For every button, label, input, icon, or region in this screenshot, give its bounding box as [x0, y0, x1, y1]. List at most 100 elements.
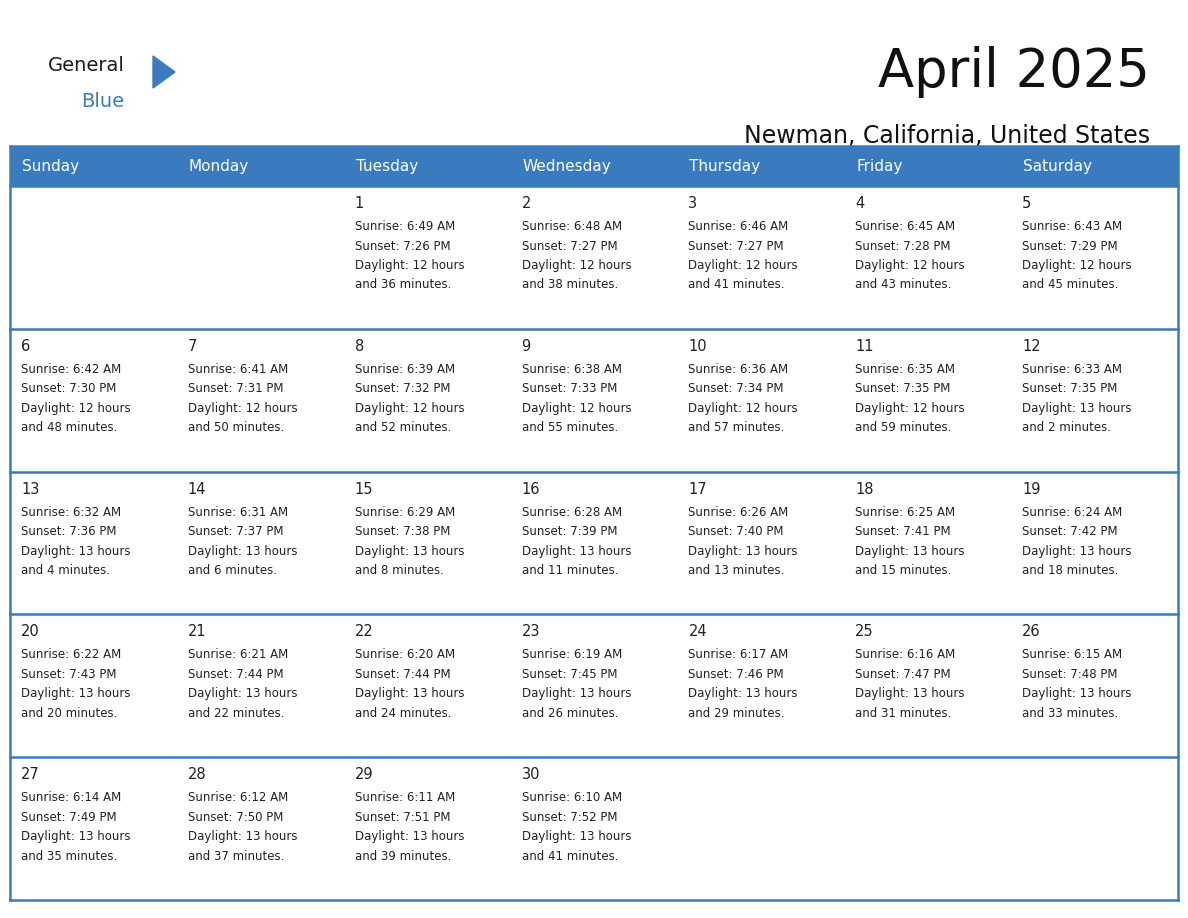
Text: and 36 minutes.: and 36 minutes. — [355, 278, 451, 292]
Text: Sunset: 7:43 PM: Sunset: 7:43 PM — [21, 668, 116, 681]
Text: Sunset: 7:36 PM: Sunset: 7:36 PM — [21, 525, 116, 538]
Text: Sunset: 7:44 PM: Sunset: 7:44 PM — [188, 668, 284, 681]
Text: and 31 minutes.: and 31 minutes. — [855, 707, 952, 720]
Bar — [10, 186, 177, 329]
Text: 19: 19 — [1022, 482, 1041, 497]
Text: Sunrise: 6:11 AM: Sunrise: 6:11 AM — [355, 791, 455, 804]
Bar — [845, 472, 1011, 614]
Text: 11: 11 — [855, 339, 874, 353]
Text: Daylight: 12 hours: Daylight: 12 hours — [522, 402, 631, 415]
Text: Sunset: 7:39 PM: Sunset: 7:39 PM — [522, 525, 617, 538]
Bar — [845, 757, 1011, 900]
Bar — [845, 186, 1011, 329]
Text: Daylight: 13 hours: Daylight: 13 hours — [188, 544, 297, 557]
Text: 13: 13 — [21, 482, 39, 497]
Text: Sunset: 7:31 PM: Sunset: 7:31 PM — [188, 382, 284, 396]
Text: Sunset: 7:34 PM: Sunset: 7:34 PM — [688, 382, 784, 396]
Text: Daylight: 12 hours: Daylight: 12 hours — [355, 259, 465, 272]
Text: Sunset: 7:27 PM: Sunset: 7:27 PM — [688, 240, 784, 252]
Bar — [1011, 329, 1178, 472]
Bar — [677, 472, 845, 614]
Text: Sunset: 7:26 PM: Sunset: 7:26 PM — [355, 240, 450, 252]
Text: Daylight: 13 hours: Daylight: 13 hours — [188, 688, 297, 700]
Text: 21: 21 — [188, 624, 207, 640]
Text: 9: 9 — [522, 339, 531, 353]
Text: 29: 29 — [355, 767, 373, 782]
Text: Daylight: 12 hours: Daylight: 12 hours — [21, 402, 131, 415]
Bar — [511, 614, 677, 757]
Text: Sunrise: 6:28 AM: Sunrise: 6:28 AM — [522, 506, 621, 519]
Text: Sunset: 7:27 PM: Sunset: 7:27 PM — [522, 240, 618, 252]
Text: Daylight: 12 hours: Daylight: 12 hours — [522, 259, 631, 272]
Bar — [677, 757, 845, 900]
Text: Sunset: 7:35 PM: Sunset: 7:35 PM — [855, 382, 950, 396]
Text: Tuesday: Tuesday — [355, 159, 418, 174]
Text: Sunset: 7:46 PM: Sunset: 7:46 PM — [688, 668, 784, 681]
Text: 7: 7 — [188, 339, 197, 353]
Text: and 15 minutes.: and 15 minutes. — [855, 564, 952, 577]
Text: Daylight: 12 hours: Daylight: 12 hours — [1022, 259, 1132, 272]
Text: and 41 minutes.: and 41 minutes. — [522, 850, 618, 863]
Bar — [845, 329, 1011, 472]
Text: General: General — [48, 56, 125, 75]
Text: 14: 14 — [188, 482, 207, 497]
Text: Newman, California, United States: Newman, California, United States — [744, 124, 1150, 148]
Text: 23: 23 — [522, 624, 541, 640]
Text: Sunset: 7:41 PM: Sunset: 7:41 PM — [855, 525, 950, 538]
Text: and 43 minutes.: and 43 minutes. — [855, 278, 952, 292]
Bar — [511, 757, 677, 900]
Text: and 55 minutes.: and 55 minutes. — [522, 421, 618, 434]
Text: and 57 minutes.: and 57 minutes. — [688, 421, 785, 434]
Text: Sunrise: 6:24 AM: Sunrise: 6:24 AM — [1022, 506, 1123, 519]
Bar — [177, 329, 343, 472]
Bar — [343, 329, 511, 472]
Text: Daylight: 13 hours: Daylight: 13 hours — [688, 544, 798, 557]
Text: 5: 5 — [1022, 196, 1031, 211]
Text: 4: 4 — [855, 196, 865, 211]
Text: 24: 24 — [688, 624, 707, 640]
Text: Sunset: 7:32 PM: Sunset: 7:32 PM — [355, 382, 450, 396]
Text: and 11 minutes.: and 11 minutes. — [522, 564, 618, 577]
Text: 1: 1 — [355, 196, 364, 211]
Text: and 24 minutes.: and 24 minutes. — [355, 707, 451, 720]
Text: Sunset: 7:42 PM: Sunset: 7:42 PM — [1022, 525, 1118, 538]
Bar — [177, 614, 343, 757]
Text: Sunrise: 6:46 AM: Sunrise: 6:46 AM — [688, 220, 789, 233]
Text: Sunset: 7:47 PM: Sunset: 7:47 PM — [855, 668, 950, 681]
Text: Sunrise: 6:20 AM: Sunrise: 6:20 AM — [355, 648, 455, 661]
Text: Blue: Blue — [81, 92, 124, 111]
Text: Daylight: 12 hours: Daylight: 12 hours — [355, 402, 465, 415]
Text: Daylight: 13 hours: Daylight: 13 hours — [21, 688, 131, 700]
Text: Sunset: 7:35 PM: Sunset: 7:35 PM — [1022, 382, 1118, 396]
Text: Sunrise: 6:22 AM: Sunrise: 6:22 AM — [21, 648, 121, 661]
Text: and 2 minutes.: and 2 minutes. — [1022, 421, 1111, 434]
Text: 30: 30 — [522, 767, 541, 782]
Text: and 4 minutes.: and 4 minutes. — [21, 564, 110, 577]
Text: and 8 minutes.: and 8 minutes. — [355, 564, 443, 577]
Text: Saturday: Saturday — [1023, 159, 1092, 174]
Text: 17: 17 — [688, 482, 707, 497]
Bar — [343, 614, 511, 757]
Text: 28: 28 — [188, 767, 207, 782]
Text: Daylight: 13 hours: Daylight: 13 hours — [355, 544, 465, 557]
Text: Sunset: 7:48 PM: Sunset: 7:48 PM — [1022, 668, 1118, 681]
Text: Sunrise: 6:38 AM: Sunrise: 6:38 AM — [522, 363, 621, 375]
Text: Daylight: 13 hours: Daylight: 13 hours — [855, 544, 965, 557]
Text: Monday: Monday — [189, 159, 249, 174]
Bar — [177, 146, 343, 186]
Text: Sunset: 7:30 PM: Sunset: 7:30 PM — [21, 382, 116, 396]
Text: and 18 minutes.: and 18 minutes. — [1022, 564, 1119, 577]
Bar — [1011, 186, 1178, 329]
Text: Sunrise: 6:45 AM: Sunrise: 6:45 AM — [855, 220, 955, 233]
Text: Daylight: 13 hours: Daylight: 13 hours — [355, 830, 465, 844]
Text: Wednesday: Wednesday — [523, 159, 612, 174]
Text: Thursday: Thursday — [689, 159, 760, 174]
Bar — [343, 757, 511, 900]
Text: 26: 26 — [1022, 624, 1041, 640]
Text: Sunrise: 6:43 AM: Sunrise: 6:43 AM — [1022, 220, 1123, 233]
Bar — [177, 472, 343, 614]
Text: Sunset: 7:28 PM: Sunset: 7:28 PM — [855, 240, 950, 252]
Polygon shape — [153, 56, 175, 88]
Text: Sunset: 7:50 PM: Sunset: 7:50 PM — [188, 811, 283, 823]
Bar — [343, 186, 511, 329]
